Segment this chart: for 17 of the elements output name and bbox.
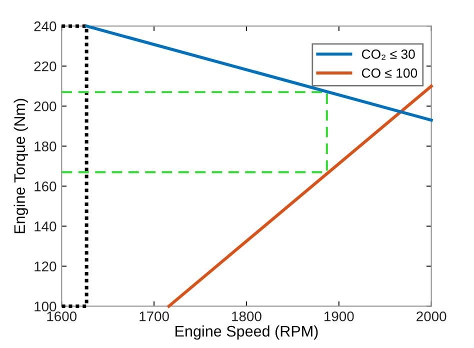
x-axis-title: Engine Speed (RPM) (176, 325, 318, 340)
y-tick-label: 120 (34, 262, 56, 272)
x-tick-label: 1800 (232, 311, 262, 322)
x-tick-label: 2000 (416, 311, 446, 322)
y-tick-label: 240 (34, 21, 56, 32)
y-tick-label: 200 (34, 101, 56, 112)
x-tick-label: 1700 (140, 311, 169, 322)
x-tick-label: 1900 (324, 311, 354, 322)
y-tick-label: 160 (34, 182, 56, 192)
y-tick-label: 140 (34, 222, 56, 232)
legend-label: CO ≤ 100 (362, 68, 418, 78)
legend-label: CO₂ ≤ 30 (362, 50, 415, 60)
x-tick-label: 1600 (47, 311, 77, 322)
y-tick-label: 180 (34, 141, 56, 152)
y-tick-label: 100 (34, 302, 56, 312)
y-tick-label: 220 (34, 61, 56, 72)
y-axis-title: Engine Torque (Nm) (14, 98, 28, 234)
